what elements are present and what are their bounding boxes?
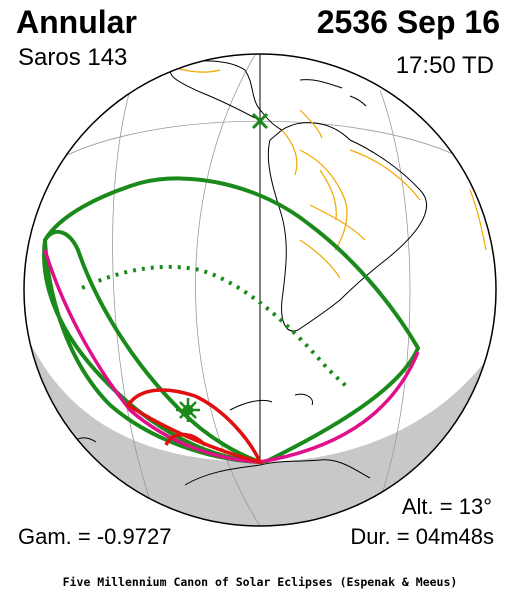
rise-set-curve [43, 249, 261, 464]
gamma-value: Gam. = -0.9727 [18, 524, 172, 549]
eclipse-time: 17:50 TD [395, 52, 494, 79]
eclipse-date: 2536 Sep 16 [316, 4, 500, 40]
penumbra-inner-loop [42, 229, 261, 464]
footer-credit: Five Millennium Canon of Solar Eclipses … [62, 575, 458, 589]
eclipse-type-title: Annular [16, 4, 137, 40]
greatest-eclipse-icon [176, 398, 200, 422]
subsolar-point-icon [251, 112, 269, 130]
sun-altitude: Alt. = 13° [401, 494, 492, 519]
saros-number: Saros 143 [18, 44, 128, 71]
duration-value: Dur. = 04m48s [350, 524, 494, 549]
greatest-eclipse-zone [164, 432, 207, 447]
rise-set-curve [259, 351, 420, 464]
globe-outline [23, 53, 497, 527]
country-borders [175, 67, 487, 279]
penumbra-outer-limit [42, 176, 421, 465]
central-path [81, 264, 350, 390]
